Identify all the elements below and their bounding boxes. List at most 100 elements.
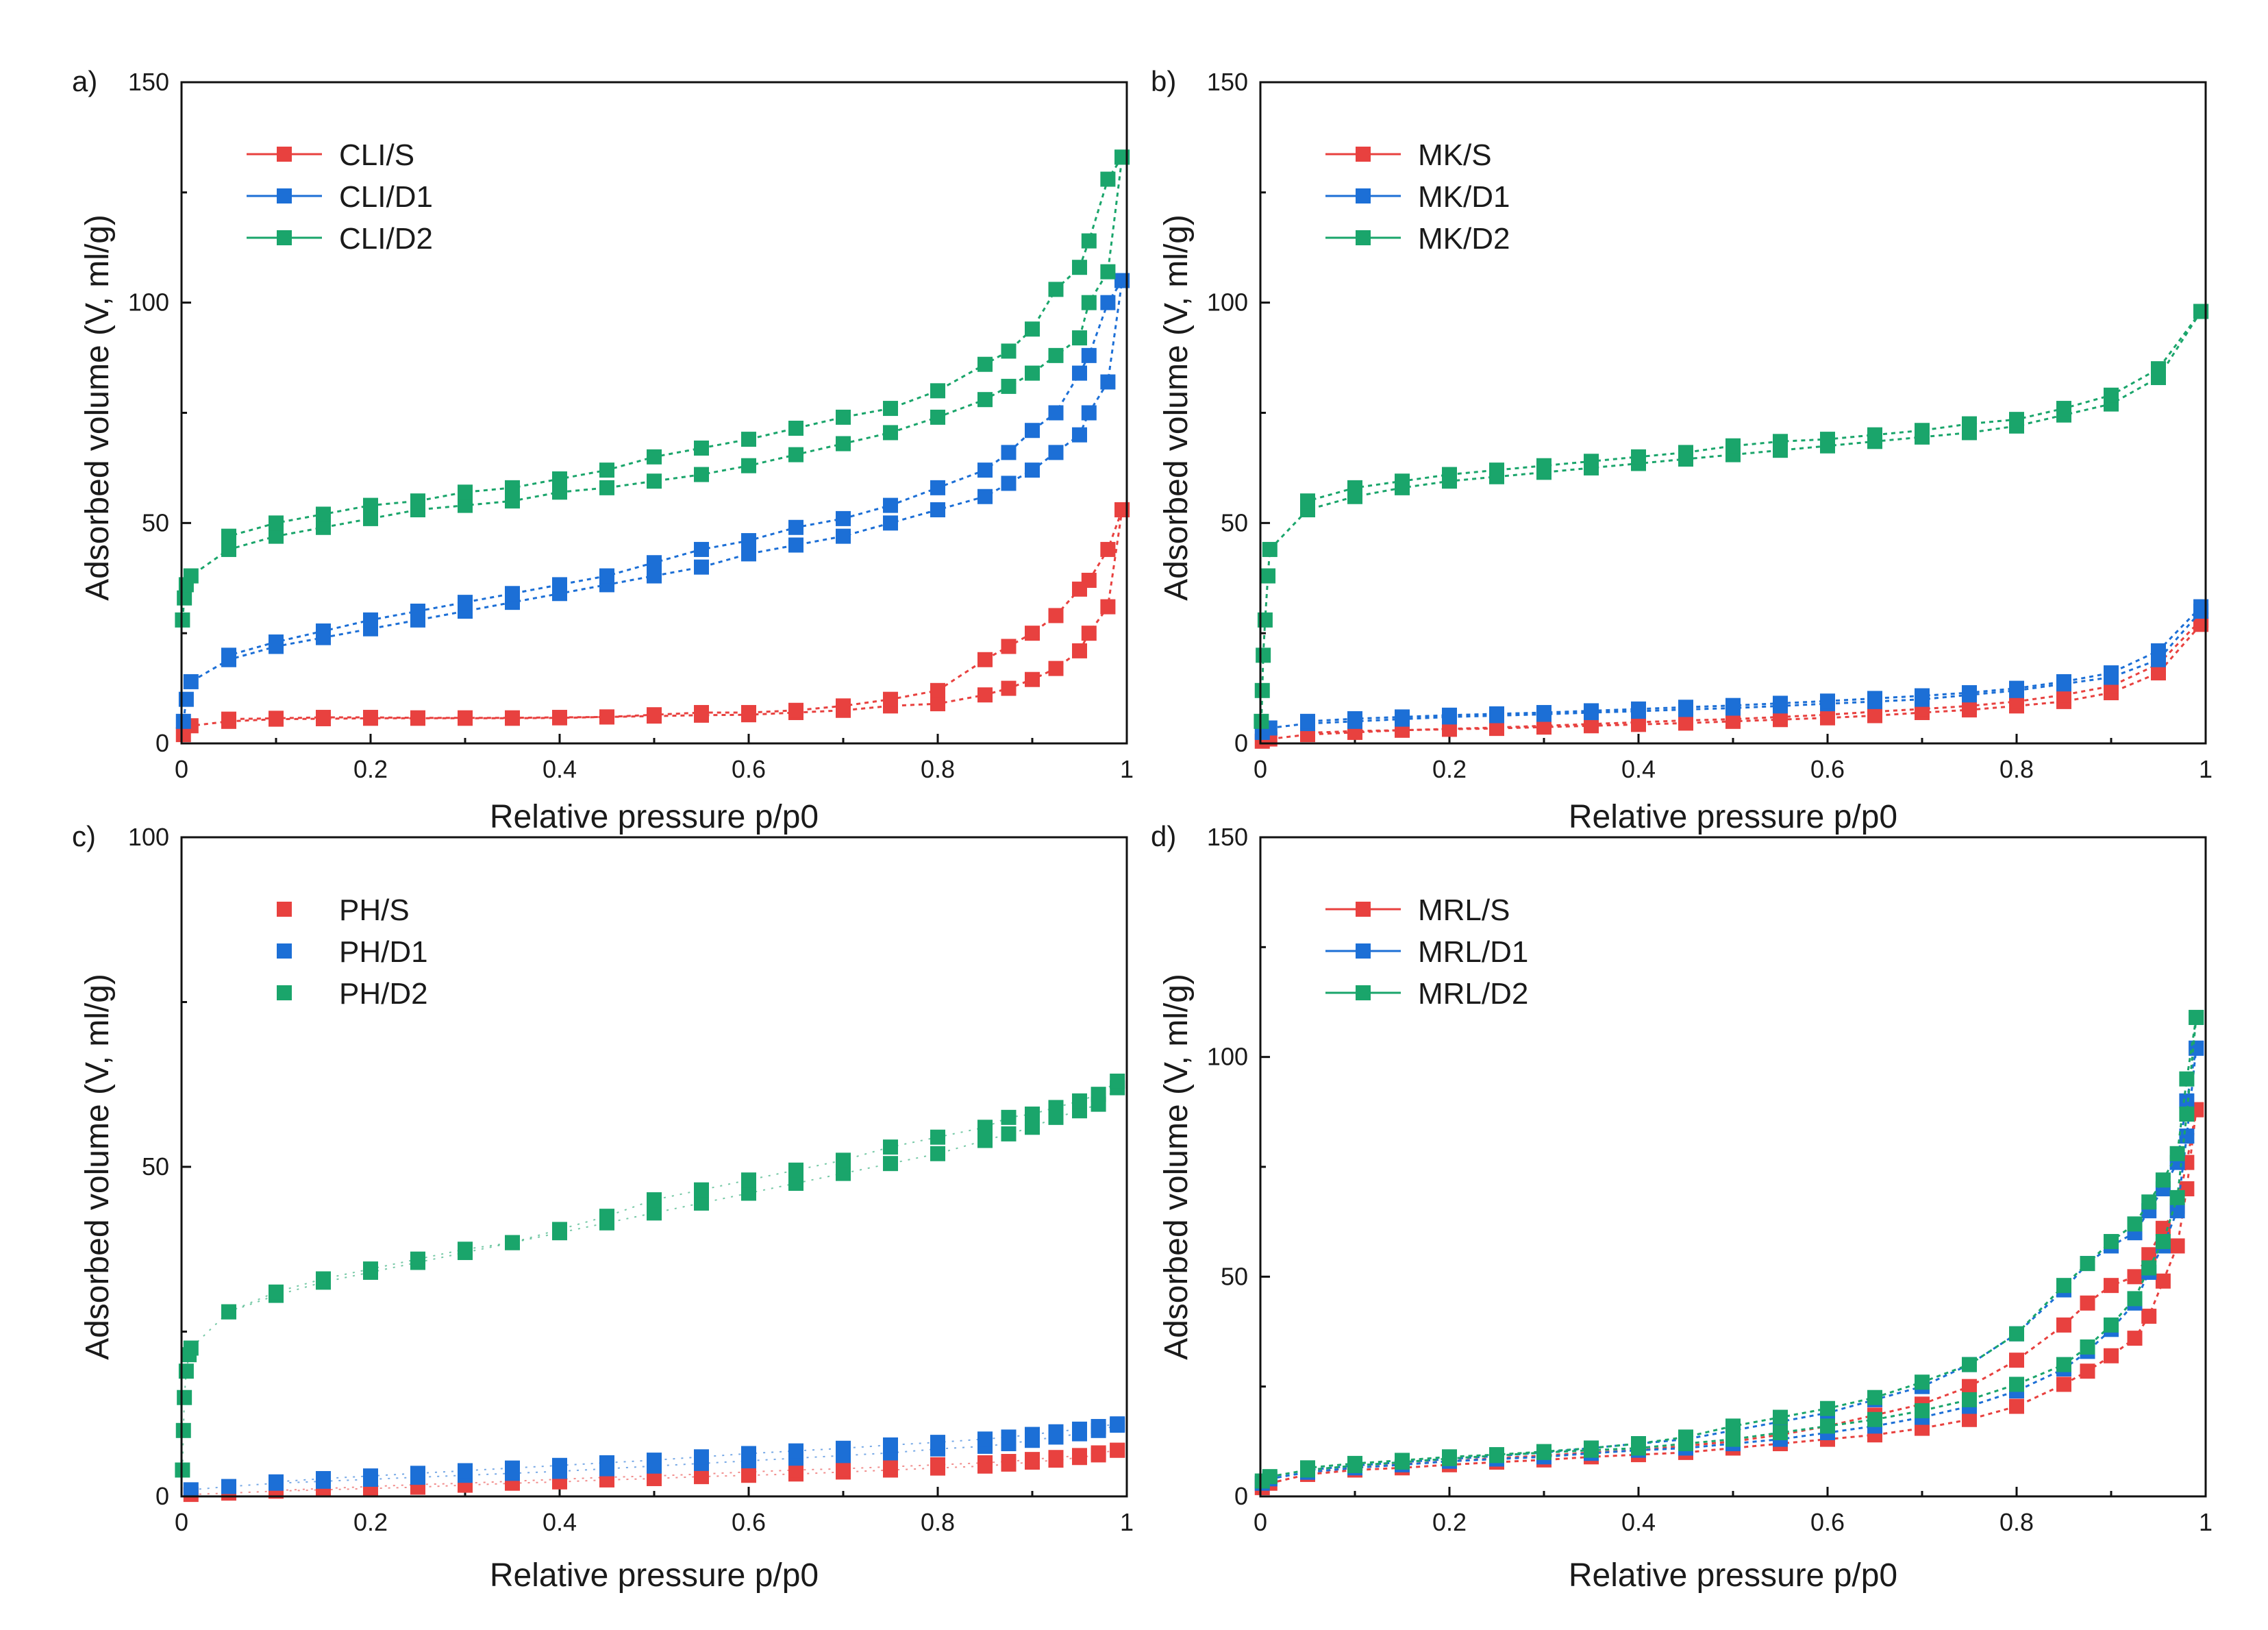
desorption-point [552, 1457, 567, 1473]
desorption-point [1631, 1436, 1646, 1452]
desorption-point [1442, 721, 1457, 737]
adsorption-point [552, 484, 567, 500]
adsorption-point [883, 1156, 898, 1172]
legend-marker [1356, 147, 1371, 162]
x-tick-label: 0 [175, 755, 188, 783]
series-ph-d1 [183, 1416, 1125, 1498]
adsorption-point [2169, 1189, 2185, 1205]
desorption-point [1489, 462, 1504, 478]
desorption-point [2080, 1295, 2095, 1311]
axis-ticks: 0 0.2 0.4 0.6 0.8 1 0 50 100 150 [128, 68, 1134, 783]
desorption-point [883, 1139, 898, 1155]
adsorption-line [1262, 610, 2202, 734]
adsorption-point [788, 537, 803, 553]
desorption-point [1820, 1400, 1835, 1416]
desorption-point [741, 1446, 756, 1461]
desorption-point [1072, 365, 1087, 381]
panel-a: a) Adsorbed volume (V, ml/g) Relative pr… [72, 65, 1134, 835]
desorption-point [2141, 1194, 2157, 1210]
desorption-point [788, 1162, 803, 1178]
x-tick-label: 0.8 [921, 755, 955, 783]
desorption-point [2169, 1146, 2185, 1161]
adsorption-point [836, 528, 851, 544]
adsorption-point [1820, 1418, 1835, 1434]
desorption-point [410, 493, 425, 509]
adsorption-point [1081, 295, 1097, 310]
x-axis-label: Relative pressure p/p0 [490, 1557, 819, 1594]
desorption-point [2009, 412, 2024, 428]
adsorption-point [183, 568, 199, 584]
adsorption-line [182, 509, 1123, 736]
y-axis-label: Adsorbed volume (V, ml/g) [79, 974, 116, 1360]
desorption-point [694, 541, 709, 557]
desorption-point [1347, 1455, 1362, 1471]
desorption-point [2080, 1256, 2095, 1272]
panel-label: a) [72, 65, 97, 97]
adsorption-point [1773, 1425, 1788, 1441]
desorption-point [363, 497, 378, 513]
legend-label: MRL/D1 [1418, 935, 1528, 969]
desorption-point [1025, 1452, 1040, 1468]
desorption-point [977, 1120, 993, 1135]
desorption-point [1442, 467, 1457, 482]
legend-label: MK/D1 [1418, 180, 1510, 214]
desorption-point [1048, 1424, 1064, 1440]
desorption-point [1489, 706, 1504, 721]
desorption-point [741, 704, 756, 720]
desorption-point [316, 506, 331, 522]
adsorption-point [694, 559, 709, 575]
adsorption-point [1100, 374, 1116, 390]
x-tick-label: 0.6 [1810, 1508, 1845, 1536]
adsorption-point [1081, 626, 1097, 641]
x-tick-label: 0.4 [543, 1508, 577, 1536]
desorption-point [1072, 260, 1087, 275]
legend-label: PH/D2 [339, 977, 428, 1011]
adsorption-point [183, 1482, 199, 1498]
plot-frame [1259, 81, 2207, 745]
adsorption-point [694, 1195, 709, 1211]
legend-label: CLI/S [339, 138, 414, 172]
desorption-line [1307, 606, 2202, 723]
adsorption-point [183, 674, 199, 689]
adsorption-point [183, 1340, 199, 1356]
adsorption-point [1048, 660, 1064, 676]
desorption-point [599, 709, 614, 725]
desorption-point [552, 577, 567, 593]
desorption-point [1820, 432, 1835, 447]
adsorption-point [1048, 347, 1064, 363]
adsorption-point [505, 493, 520, 509]
adsorption-point [2179, 1107, 2195, 1122]
desorption-point [1048, 282, 1064, 297]
adsorption-point [741, 546, 756, 562]
desorption-point [1072, 1421, 1087, 1437]
adsorption-point [977, 489, 993, 504]
adsorption-point [694, 467, 709, 482]
adsorption-point [458, 497, 473, 513]
desorption-point [2104, 387, 2119, 403]
desorption-point [647, 449, 662, 465]
x-axis-label: Relative pressure p/p0 [490, 799, 819, 835]
adsorption-point [2141, 1309, 2157, 1324]
y-tick-label: 100 [128, 288, 169, 317]
desorption-point [1300, 713, 1315, 729]
desorption-point [1091, 1419, 1106, 1435]
desorption-point [2056, 674, 2071, 689]
adsorption-point [1072, 643, 1087, 658]
desorption-point [741, 432, 756, 447]
desorption-point [836, 698, 851, 714]
adsorption-point [1254, 682, 1270, 698]
desorption-point [505, 1235, 520, 1250]
legend-label: PH/D1 [339, 935, 428, 969]
desorption-line [1307, 310, 2202, 502]
desorption-point [458, 1242, 473, 1257]
x-tick-label: 0.2 [353, 755, 388, 783]
desorption-point [1110, 1442, 1125, 1458]
desorption-point [410, 710, 425, 726]
adsorption-point [647, 1205, 662, 1221]
desorption-point [977, 462, 993, 478]
adsorption-point [1262, 1469, 1278, 1485]
desorption-point [2056, 401, 2071, 417]
desorption-point [883, 497, 898, 513]
adsorption-point [177, 590, 192, 606]
desorption-point [552, 471, 567, 486]
